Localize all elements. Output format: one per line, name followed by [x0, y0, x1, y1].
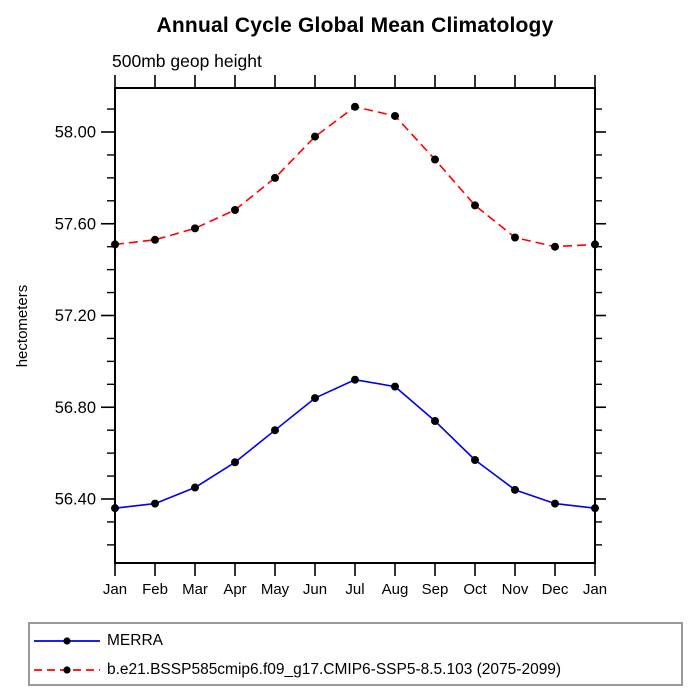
legend-marker-dot [63, 637, 71, 645]
data-point-marker [311, 394, 319, 403]
data-point-marker [551, 499, 559, 508]
legend-item-model: b.e21.BSSP585cmip6.f09_g17.CMIP6-SSP5-8.… [34, 660, 561, 680]
data-point-marker [471, 201, 479, 210]
chart-title: Annual Cycle Global Mean Climatology [156, 14, 554, 37]
data-point-marker [191, 483, 199, 492]
data-point-marker [231, 205, 239, 214]
x-tick-label: Aug [382, 581, 409, 598]
x-tick-label: Sep [422, 581, 449, 598]
data-point-marker [351, 375, 359, 384]
legend-label-merra: MERRA [107, 632, 163, 649]
x-tick-label: May [261, 581, 290, 598]
data-point-marker [471, 456, 479, 465]
series-line-merra [114, 378, 596, 509]
x-tick-label: Feb [142, 581, 168, 598]
x-tick-label: Jan [103, 581, 127, 598]
x-tick-label: Oct [463, 581, 487, 598]
x-tick-label: Nov [502, 581, 529, 598]
data-point-marker [511, 233, 519, 242]
data-point-marker [111, 240, 119, 249]
chart-subtitle: 500mb geop height [112, 51, 262, 71]
data-point-marker [431, 155, 439, 164]
data-point-marker [431, 417, 439, 426]
y-tick-label: 56.40 [55, 491, 96, 509]
y-tick-label: 57.20 [55, 307, 96, 325]
data-point-marker [511, 485, 519, 494]
data-point-marker [271, 173, 279, 182]
legend-marker-dot [63, 666, 71, 674]
legend-label-model: b.e21.BSSP585cmip6.f09_g17.CMIP6-SSP5-8.… [107, 661, 562, 678]
x-tick-label: Jul [345, 581, 364, 598]
legend-item-merra: MERRA [34, 631, 163, 651]
data-point-marker [111, 504, 119, 513]
data-point-marker [311, 132, 319, 141]
series-line-model [114, 105, 596, 248]
y-tick-label: 58.00 [55, 124, 96, 142]
legend-box: MERRA b.e21.BSSP585cmip6.f09_g17.CMIP6-S… [28, 622, 683, 686]
data-point-marker [391, 382, 399, 391]
y-tick-label: 57.60 [55, 215, 96, 233]
data-point-marker [231, 458, 239, 467]
data-point-marker [351, 102, 359, 111]
legend-swatch-model [34, 666, 100, 674]
x-tick-label: Jun [303, 581, 327, 598]
x-tick-label: Jan [583, 581, 607, 598]
x-tick-label: Mar [182, 581, 208, 598]
x-tick-label: Dec [542, 581, 569, 598]
data-point-marker [551, 242, 559, 251]
data-point-marker [271, 426, 279, 435]
data-point-marker [191, 224, 199, 233]
data-point-marker [591, 240, 599, 249]
data-point-marker [151, 235, 159, 244]
legend-swatch-merra [34, 637, 100, 645]
data-point-marker [391, 111, 399, 120]
data-point-marker [151, 499, 159, 508]
y-tick-label: 56.80 [55, 399, 96, 417]
data-point-marker [591, 504, 599, 513]
x-tick-label: Apr [223, 581, 246, 598]
